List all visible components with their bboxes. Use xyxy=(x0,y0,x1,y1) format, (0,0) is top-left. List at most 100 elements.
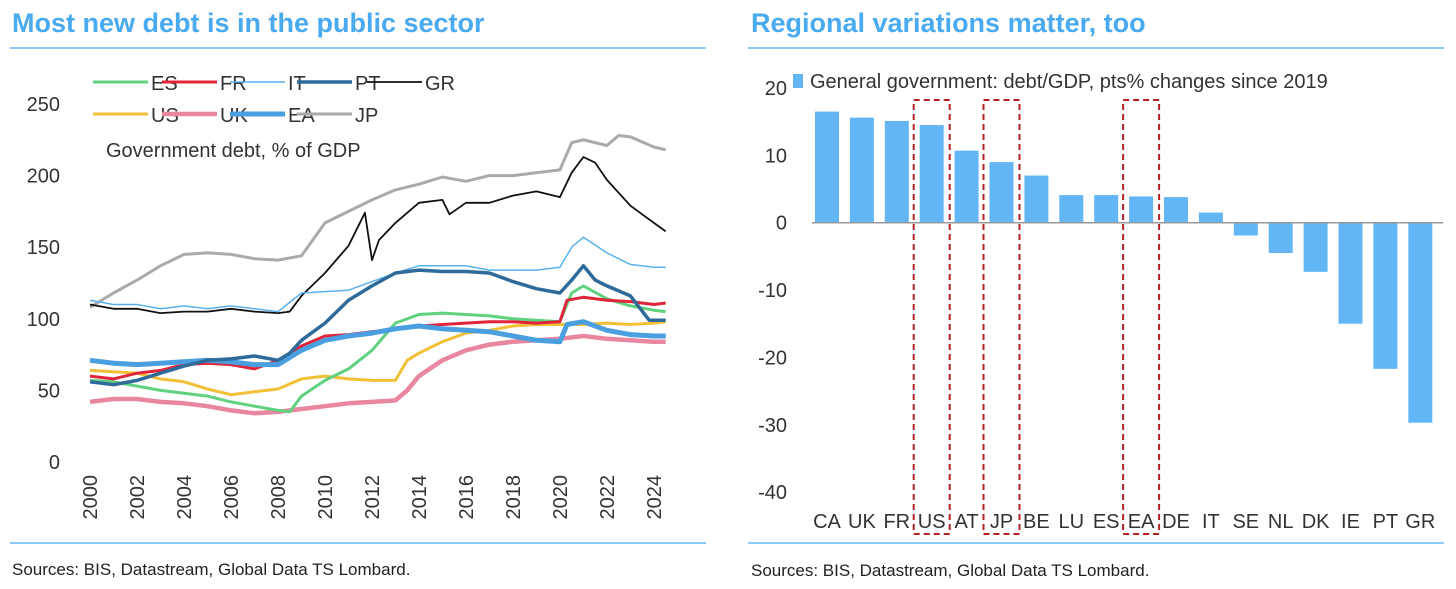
x-tick-label: SE xyxy=(1232,511,1259,533)
y-tick-label: -20 xyxy=(758,347,787,369)
x-tick-label: 2008 xyxy=(268,475,290,520)
x-tick-label: CA xyxy=(813,511,841,533)
legend-item-jp: JP xyxy=(297,105,378,127)
x-tick-label: JP xyxy=(990,511,1013,533)
bar-pt xyxy=(1373,222,1398,369)
x-tick-label: 2012 xyxy=(362,475,384,520)
left-chart-title: Most new debt is in the public sector xyxy=(12,8,485,38)
highlight-box-jp xyxy=(982,99,1021,535)
legend-label: PT xyxy=(355,73,381,95)
legend-item-es: ES xyxy=(93,73,178,95)
left-panel: Most new debt is in the public sector 0 5… xyxy=(10,8,706,579)
right-bars xyxy=(815,111,1433,423)
x-tick-label: GR xyxy=(1405,511,1435,533)
left-y-axis: 0 50 100 150 200 250 xyxy=(27,94,60,474)
x-tick-label: UK xyxy=(848,511,876,533)
y-tick-label: -40 xyxy=(758,482,787,504)
bar-es xyxy=(1094,195,1119,223)
series-line-ea xyxy=(89,319,666,368)
legend-label: JP xyxy=(355,105,378,127)
x-tick-label: ES xyxy=(1093,511,1120,533)
bar-lu xyxy=(1059,195,1084,223)
highlight-box-us xyxy=(912,99,951,535)
series-line-es xyxy=(89,284,666,414)
legend-swatch xyxy=(793,74,803,88)
y-tick-label: 100 xyxy=(27,309,60,331)
right-y-axis: 20 10 0 -10 -20 -30 -40 xyxy=(758,78,787,504)
y-tick-label: 200 xyxy=(27,166,60,188)
legend-item-ea: EA xyxy=(230,105,315,127)
y-tick-label: 250 xyxy=(27,94,60,116)
x-tick-label: 2020 xyxy=(550,475,572,520)
bar-de xyxy=(1164,197,1188,223)
left-chart-annotation: Government debt, % of GDP xyxy=(106,140,361,162)
y-tick-label: 0 xyxy=(776,213,787,235)
bar-at xyxy=(954,150,979,223)
right-legend-label: General government: debt/GDP, pts% chang… xyxy=(810,71,1328,93)
series-line-pt xyxy=(89,264,666,387)
left-source: Sources: BIS, Datastream, Global Data TS… xyxy=(12,560,410,579)
y-tick-label: -30 xyxy=(758,415,787,437)
x-tick-label: NL xyxy=(1268,511,1294,533)
y-tick-label: 0 xyxy=(49,452,60,474)
x-tick-label: 2016 xyxy=(456,475,478,520)
x-tick-label: 2018 xyxy=(503,475,525,520)
x-tick-label: IT xyxy=(1202,511,1220,533)
x-tick-label: US xyxy=(918,511,946,533)
x-tick-label: 2010 xyxy=(315,475,337,520)
bar-dk xyxy=(1303,222,1328,272)
x-tick-label: 2004 xyxy=(174,475,196,520)
bar-fr xyxy=(884,121,909,223)
right-source: Sources: BIS, Datastream, Global Data TS… xyxy=(751,561,1149,580)
series-line-jp xyxy=(89,134,667,309)
x-tick-label: 2024 xyxy=(644,475,666,520)
highlight-box-ea xyxy=(1122,99,1161,535)
bar-ie xyxy=(1338,222,1363,324)
right-chart-title: Regional variations matter, too xyxy=(751,8,1146,38)
x-tick-label: EA xyxy=(1128,511,1155,533)
x-tick-label: BE xyxy=(1023,511,1050,533)
y-tick-label: 150 xyxy=(27,237,60,259)
legend-item-it: IT xyxy=(230,73,306,95)
bar-nl xyxy=(1268,222,1293,254)
right-panel: Regional variations matter, too 20 10 0 -10… xyxy=(748,8,1444,580)
y-tick-label: 10 xyxy=(765,145,787,167)
x-tick-label: PT xyxy=(1373,511,1399,533)
legend-label: IT xyxy=(288,73,306,95)
bar-uk xyxy=(849,117,874,223)
x-tick-label: IE xyxy=(1341,511,1360,533)
highlight-boxes xyxy=(912,99,1161,535)
x-tick-label: 2000 xyxy=(80,475,102,520)
series-line-uk xyxy=(89,333,666,416)
legend-item-gr: GR xyxy=(367,73,455,95)
bar-ca xyxy=(815,111,839,223)
legend-item-fr: FR xyxy=(162,73,247,95)
series-line-it xyxy=(89,236,666,313)
legend-label: EA xyxy=(288,105,315,127)
bar-gr xyxy=(1408,222,1433,423)
right-x-axis: CA UK FR US AT JP BE LU ES EA DE IT SE NL DK IE PT GR xyxy=(813,511,1435,533)
x-tick-label: DK xyxy=(1302,511,1330,533)
x-tick-label: 2002 xyxy=(127,475,149,520)
x-tick-label: LU xyxy=(1059,511,1085,533)
left-x-axis: 2000 2002 2004 2006 2008 2010 2012 2014 2016 2018… xyxy=(80,475,666,520)
bar-se xyxy=(1233,222,1258,236)
legend-label: FR xyxy=(220,73,247,95)
legend-label: ES xyxy=(151,73,178,95)
legend-item-pt: PT xyxy=(297,73,381,95)
bar-jp xyxy=(989,162,1014,223)
legend-label: GR xyxy=(425,73,455,95)
y-tick-label: 50 xyxy=(38,380,60,402)
series-line-gr xyxy=(89,156,667,315)
bar-us xyxy=(919,125,944,223)
y-tick-label: 20 xyxy=(765,78,787,100)
x-tick-label: 2022 xyxy=(597,475,619,520)
x-tick-label: DE xyxy=(1162,511,1190,533)
x-tick-label: 2006 xyxy=(221,475,243,520)
bar-it xyxy=(1198,212,1223,223)
x-tick-label: FR xyxy=(883,511,910,533)
bar-be xyxy=(1024,175,1049,223)
bar-ea xyxy=(1129,196,1154,223)
left-legend: ESFRITPTGRUSUKEAJP xyxy=(93,73,455,127)
